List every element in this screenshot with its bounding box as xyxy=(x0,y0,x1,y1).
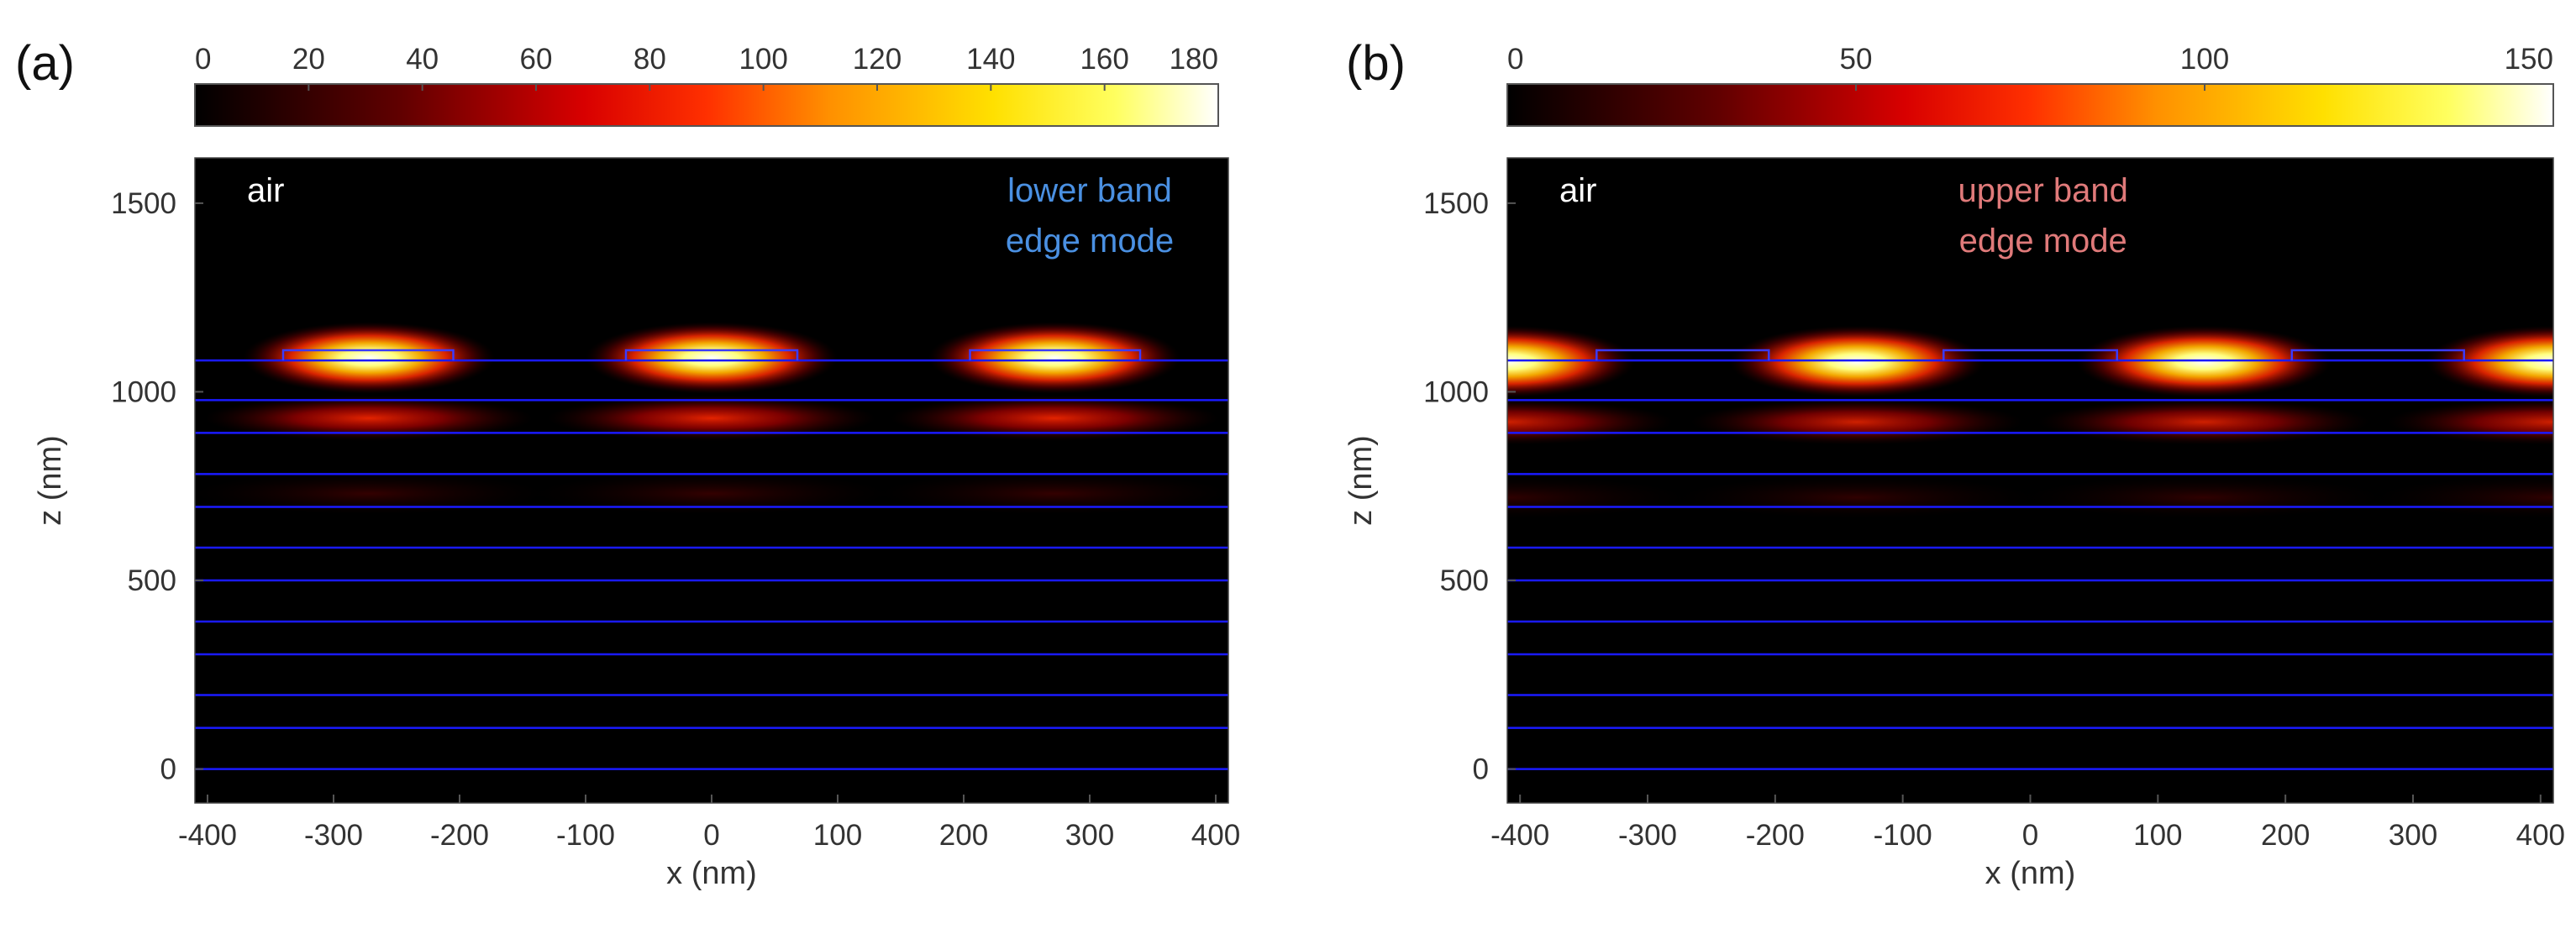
x-tick-label: -300 xyxy=(304,819,363,852)
panel-label: (b) xyxy=(1346,36,1406,91)
y-tick-label: 1500 xyxy=(111,187,176,220)
x-tick-label: -100 xyxy=(556,819,615,852)
x-tick-label: 100 xyxy=(2133,819,2182,852)
heatmap xyxy=(1507,158,2553,803)
field-hotspot xyxy=(535,473,888,515)
colorbar-tick-label: 150 xyxy=(2505,43,2553,76)
medium-annotation: air xyxy=(1559,172,1596,209)
colorbar-tick-label: 20 xyxy=(292,43,325,76)
x-tick-label: 300 xyxy=(2389,819,2437,852)
field-hotspot xyxy=(548,395,875,441)
y-tick-label: 500 xyxy=(128,564,176,597)
x-tick-label: 0 xyxy=(2022,819,2038,852)
y-tick-label: 0 xyxy=(1473,753,1489,786)
field-hotspot xyxy=(205,395,533,441)
field-hotspot xyxy=(2025,476,2383,518)
field-hotspot xyxy=(1507,325,1635,398)
x-tick-label: 0 xyxy=(703,819,719,852)
mode-annotation-line2: edge mode xyxy=(1006,223,1174,260)
colorbar-tick-label: 60 xyxy=(520,43,553,76)
field-hotspot xyxy=(878,473,1228,515)
grating-tooth xyxy=(2290,349,2465,361)
panel-label: (a) xyxy=(15,36,75,91)
field-hotspot xyxy=(195,473,545,515)
x-tick-label: 100 xyxy=(813,819,862,852)
x-tick-label: 400 xyxy=(1191,819,1240,852)
x-tick-label: -400 xyxy=(178,819,237,852)
x-axis-label: x (nm) xyxy=(1985,856,2076,891)
field-hotspot xyxy=(2037,399,2370,445)
colorbar-tick-label: 0 xyxy=(1507,43,1523,76)
grating-tooth xyxy=(1596,349,1770,361)
mode-annotation-line2: edge mode xyxy=(1959,223,2127,260)
y-tick-label: 1000 xyxy=(111,375,176,408)
grating-tooth xyxy=(969,349,1142,361)
y-tick-label: 1500 xyxy=(1423,187,1489,220)
y-tick-label: 1000 xyxy=(1423,375,1489,408)
y-tick-label: 500 xyxy=(1440,564,1489,597)
field-hotspot xyxy=(2076,325,2332,398)
x-axis-label: x (nm) xyxy=(666,856,757,891)
heatmap xyxy=(195,158,1228,803)
field-hotspot xyxy=(891,395,1218,441)
field-hotspot xyxy=(1729,325,1985,398)
colorbar-tick-label: 50 xyxy=(1840,43,1873,76)
colorbar-tick-label: 0 xyxy=(195,43,211,76)
colorbar-tick-label: 40 xyxy=(406,43,439,76)
x-tick-label: 200 xyxy=(2261,819,2310,852)
colorbar-tick-label: 140 xyxy=(966,43,1015,76)
panel-b: (b) 0 50 100 150 -400 -300 -200 -100 0 100 200 300 40… xyxy=(1343,36,2565,891)
colorbar-tick-label: 80 xyxy=(633,43,666,76)
colorbar-tick-label: 160 xyxy=(1080,43,1128,76)
field-hotspot xyxy=(1690,399,2023,445)
y-axis-label: z (nm) xyxy=(1343,435,1379,526)
grating-tooth xyxy=(624,349,799,361)
grating-tooth xyxy=(1943,349,2118,361)
x-tick-label: 200 xyxy=(939,819,988,852)
x-tick-label: 400 xyxy=(2516,819,2565,852)
colorbar-tick-label: 120 xyxy=(853,43,902,76)
y-axis-label: z (nm) xyxy=(33,435,68,526)
x-tick-label: -200 xyxy=(1746,819,1805,852)
x-tick-label: -200 xyxy=(430,819,489,852)
panel-a: (a) 0 20 40 60 80 100 120 140 160 180 -400 -300 -200 -… xyxy=(15,36,1240,891)
grating-tooth xyxy=(281,349,455,361)
x-tick-label: -100 xyxy=(1874,819,1932,852)
colorbar xyxy=(194,83,1219,127)
colorbar-tick-label: 100 xyxy=(739,43,787,76)
x-tick-label: -400 xyxy=(1490,819,1549,852)
mode-annotation-line1: lower band xyxy=(1007,172,1172,209)
y-tick-label: 0 xyxy=(160,753,176,786)
field-hotspot xyxy=(243,322,495,394)
x-tick-label: 300 xyxy=(1065,819,1114,852)
mode-annotation-line1: upper band xyxy=(1958,172,2127,209)
medium-annotation: air xyxy=(247,172,284,209)
field-hotspot xyxy=(586,322,838,394)
colorbar-tick-label: 180 xyxy=(1170,43,1218,76)
field-hotspot xyxy=(928,322,1180,394)
field-hotspot xyxy=(2426,325,2553,398)
field-hotspot xyxy=(1678,476,2036,518)
colorbar xyxy=(1506,83,2554,127)
x-tick-label: -300 xyxy=(1618,819,1677,852)
colorbar-tick-label: 100 xyxy=(2180,43,2229,76)
